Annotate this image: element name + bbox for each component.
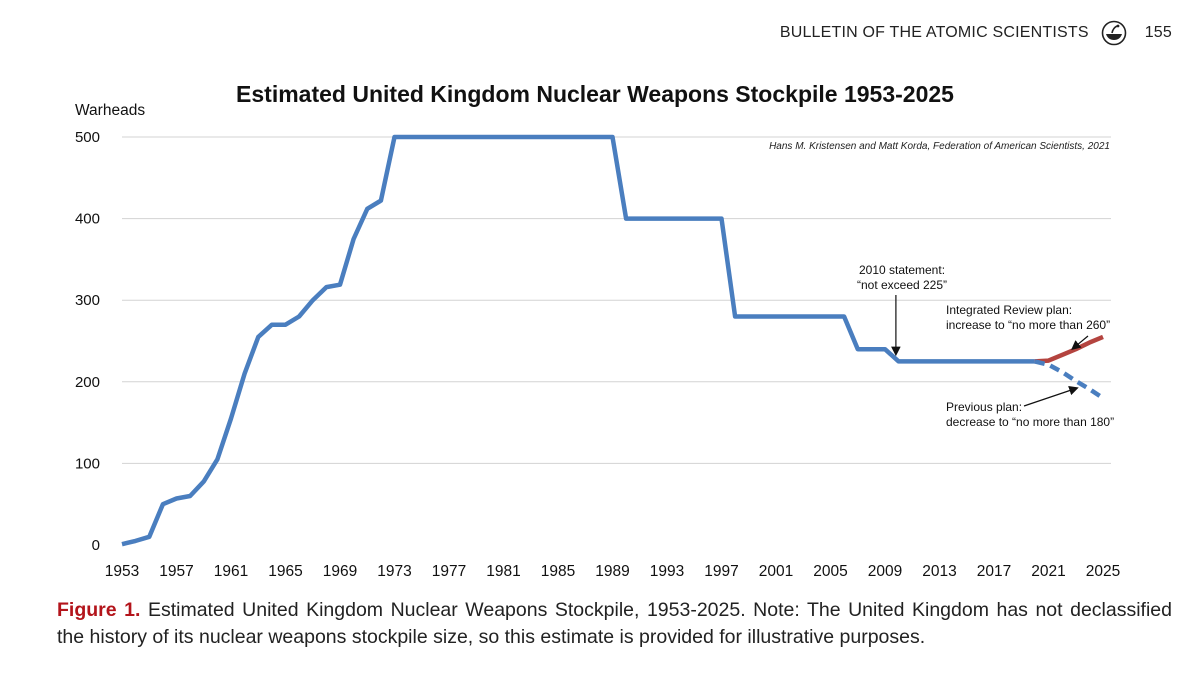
gridlines xyxy=(122,136,1111,464)
chart-credit: Hans M. Kristensen and Matt Korda, Feder… xyxy=(769,141,1110,152)
data-series xyxy=(121,134,1105,547)
annotation-integrated-review: Integrated Review plan: increase to “no m… xyxy=(946,303,1110,332)
y-tick-label: 400 xyxy=(75,211,100,228)
x-tick-label: 2001 xyxy=(759,563,793,580)
x-tick-label: 1977 xyxy=(432,563,466,580)
y-tick-label: 200 xyxy=(75,374,100,391)
annotations: 2010 statement: “not exceed 225” Integrate… xyxy=(857,263,1114,429)
y-tick-label: 500 xyxy=(75,129,100,146)
figure-caption-text: Estimated United Kingdom Nuclear Weapons… xyxy=(57,599,1172,648)
x-tick-label: 1961 xyxy=(214,563,248,580)
x-tick-label: 2025 xyxy=(1086,563,1120,580)
stockpile-chart: Estimated United Kingdom Nuclear Weapons… xyxy=(75,81,1120,580)
x-tick-label: 2013 xyxy=(922,563,956,580)
chart-title: Estimated United Kingdom Nuclear Weapons… xyxy=(236,81,954,107)
x-tick-label: 1965 xyxy=(268,563,302,580)
x-tick-label: 2009 xyxy=(868,563,902,580)
x-tick-label: 1985 xyxy=(541,563,575,580)
figure-label: Figure 1. xyxy=(57,599,141,621)
x-tick-label: 1973 xyxy=(377,563,411,580)
journal-header: BULLETIN OF THE ATOMIC SCIENTISTS 155 xyxy=(780,20,1172,46)
series-line-3 xyxy=(1034,359,1105,400)
y-tick-label: 100 xyxy=(75,455,100,472)
journal-title: BULLETIN OF THE ATOMIC SCIENTISTS xyxy=(779,24,1089,41)
y-axis-label: Warheads xyxy=(75,102,145,119)
x-tick-label: 2017 xyxy=(977,563,1011,580)
x-tick-label: 2005 xyxy=(813,563,847,580)
atomic-bulletin-logo-icon xyxy=(1101,20,1127,46)
series-line-1 xyxy=(121,134,1035,547)
x-tick-labels: 1953 1957 1961 1965 1969 1973 1977 1981 1985 1989… xyxy=(105,563,1120,580)
annotation-arrow-increase xyxy=(1071,335,1089,350)
x-tick-label: 1997 xyxy=(704,563,738,580)
annotation-2010-statement: 2010 statement: “not exceed 225” xyxy=(857,263,947,292)
annotation-previous-plan: Previous plan: decrease to “no more than … xyxy=(946,400,1114,429)
x-tick-label: 1957 xyxy=(159,563,193,580)
x-tick-label: 1981 xyxy=(486,563,520,580)
x-tick-label: 1993 xyxy=(650,563,684,580)
y-tick-label: 0 xyxy=(92,537,100,554)
x-tick-label: 1989 xyxy=(595,563,629,580)
x-tick-label: 2021 xyxy=(1031,563,1065,580)
y-tick-label: 300 xyxy=(75,292,100,309)
page-number: 155 xyxy=(1144,24,1172,41)
y-tick-labels: 0 100 200 300 400 500 xyxy=(75,129,100,554)
annotation-arrow-decrease xyxy=(1023,386,1079,407)
figure-caption: Figure 1. Estimated United Kingdom Nucle… xyxy=(57,597,1172,651)
series-line-2 xyxy=(1034,334,1104,364)
x-tick-label: 1953 xyxy=(105,563,139,580)
x-tick-label: 1969 xyxy=(323,563,357,580)
